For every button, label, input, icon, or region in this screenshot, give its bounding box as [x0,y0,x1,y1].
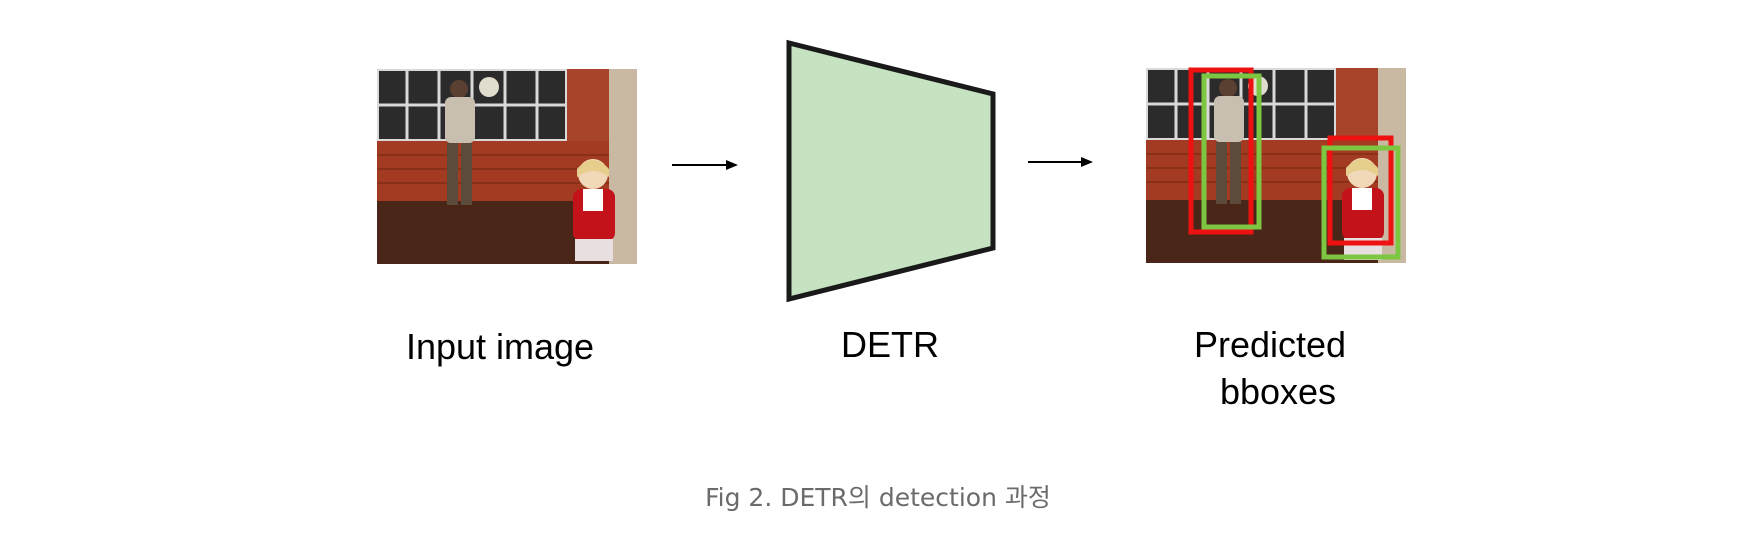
output-image [1146,68,1406,263]
output-label-line1: Predicted [1193,324,1347,365]
input-image-label: Input image [405,326,595,367]
detr-label: DETR [841,324,939,365]
detr-model-shape [786,39,996,303]
pred-box-person [1188,67,1254,235]
output-label-line2: bboxes [1219,371,1337,412]
pred-box-child [1327,135,1394,246]
gt-box-child [1321,145,1401,260]
gt-box-person [1201,73,1262,230]
figure-caption: Fig 2. DETR의 detection 과정 [705,483,1051,512]
input-image [377,69,637,264]
